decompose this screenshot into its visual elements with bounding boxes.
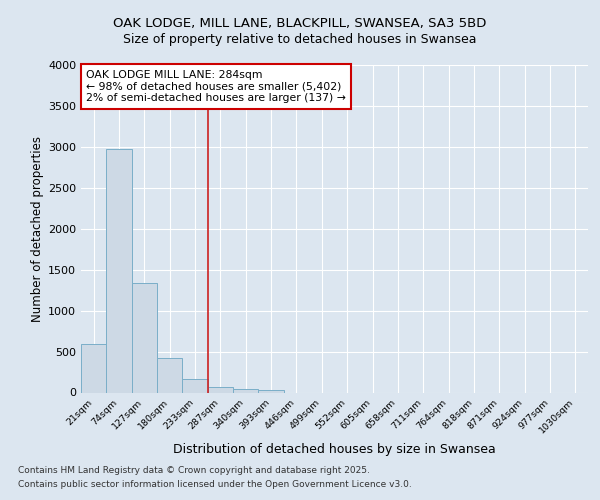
X-axis label: Distribution of detached houses by size in Swansea: Distribution of detached houses by size … (173, 444, 496, 456)
Bar (132, 283, 157, 393)
Bar (106, 150, 132, 392)
Y-axis label: Number of detached properties: Number of detached properties (31, 136, 44, 322)
Bar (157, 358, 182, 392)
Bar (208, 387, 233, 392)
Text: Contains HM Land Registry data © Crown copyright and database right 2025.: Contains HM Land Registry data © Crown c… (18, 466, 370, 475)
Text: OAK LODGE, MILL LANE, BLACKPILL, SWANSEA, SA3 5BD: OAK LODGE, MILL LANE, BLACKPILL, SWANSEA… (113, 18, 487, 30)
Bar (81, 344, 106, 393)
Bar (259, 390, 284, 392)
Text: OAK LODGE MILL LANE: 284sqm
← 98% of detached houses are smaller (5,402)
2% of s: OAK LODGE MILL LANE: 284sqm ← 98% of det… (86, 70, 346, 103)
Text: Size of property relative to detached houses in Swansea: Size of property relative to detached ho… (123, 32, 477, 46)
Bar (182, 380, 208, 392)
Bar (233, 389, 259, 392)
Text: Contains public sector information licensed under the Open Government Licence v3: Contains public sector information licen… (18, 480, 412, 489)
